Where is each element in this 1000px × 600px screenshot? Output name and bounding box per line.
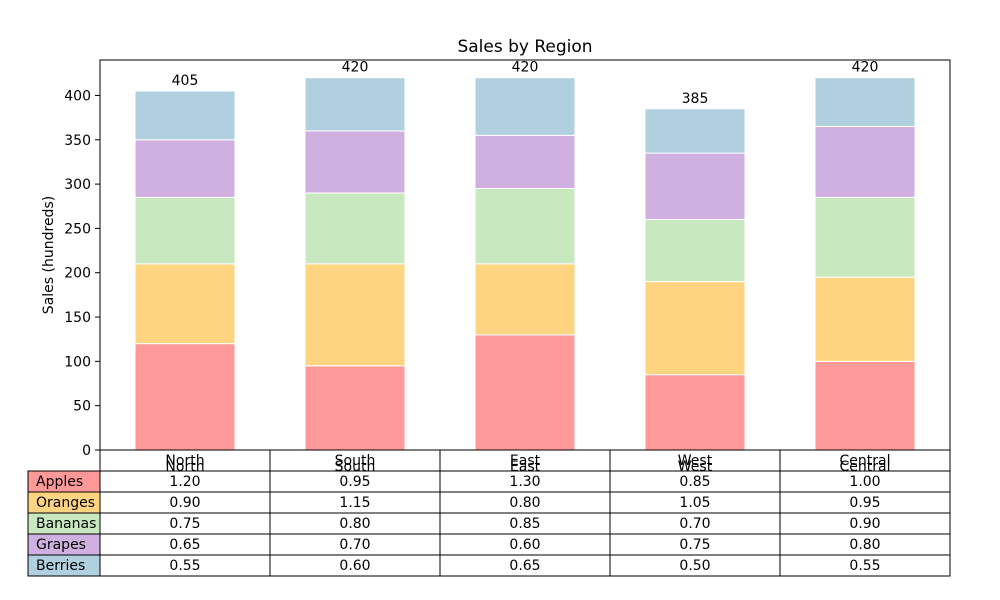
- bar-segment-apples-central: [815, 361, 915, 450]
- total-label-central: 420: [852, 60, 879, 76]
- total-label-east: 420: [512, 60, 539, 76]
- table-cell-value: 0.70: [679, 516, 710, 532]
- bar-segment-berries-north: [135, 91, 235, 140]
- bar-segment-apples-west: [645, 375, 745, 450]
- table-cell-value: 0.80: [509, 495, 540, 511]
- bar-segment-bananas-central: [815, 197, 915, 277]
- table-cell-value: 0.75: [169, 516, 200, 532]
- table-cell-value: 0.65: [509, 558, 540, 574]
- bar-segment-grapes-west: [645, 153, 745, 219]
- bar-segment-bananas-south: [305, 193, 405, 264]
- legend-oranges: Oranges: [36, 495, 95, 511]
- y-tick-label: 400: [64, 88, 91, 104]
- table-column-header-north: North: [165, 459, 204, 475]
- y-tick-label: 0: [82, 443, 91, 459]
- table-cell-value: 0.50: [679, 558, 710, 574]
- y-tick-label: 150: [64, 310, 91, 326]
- bar-segment-oranges-south: [305, 264, 405, 366]
- table-cell-value: 0.55: [849, 558, 880, 574]
- table-cell-value: 1.05: [679, 495, 710, 511]
- table-column-header-south: South: [335, 459, 376, 475]
- table-cell-value: 0.80: [849, 537, 880, 553]
- bar-segment-bananas-east: [475, 189, 575, 264]
- bar-segment-berries-east: [475, 78, 575, 136]
- table-cell-value: 0.90: [169, 495, 200, 511]
- table-column-header-central: Central: [840, 459, 891, 475]
- bar-segment-apples-east: [475, 335, 575, 450]
- bar-segment-oranges-west: [645, 282, 745, 375]
- y-axis: 0 50 100 150 200 250 300 350 400: [64, 88, 100, 459]
- table-cell-value: 0.95: [849, 495, 880, 511]
- table-cell-value: 0.65: [169, 537, 200, 553]
- y-tick-label: 200: [64, 266, 91, 282]
- table-cell-value: 0.75: [679, 537, 710, 553]
- table-cell-value: 0.60: [339, 558, 370, 574]
- legend-bananas: Bananas: [36, 516, 96, 532]
- table-cell-value: 0.95: [339, 474, 370, 490]
- y-tick-label: 250: [64, 221, 91, 237]
- table-column-header-east: East: [510, 459, 541, 475]
- bar-segment-berries-west: [645, 109, 745, 153]
- chart-title: Sales by Region: [457, 37, 592, 57]
- bar-segment-bananas-north: [135, 197, 235, 263]
- bar-segment-oranges-east: [475, 264, 575, 335]
- table-cell-value: 0.90: [849, 516, 880, 532]
- bar-segment-bananas-west: [645, 220, 745, 282]
- bar-segment-berries-central: [815, 78, 915, 127]
- bar-segment-oranges-central: [815, 277, 915, 361]
- table-cell-value: 0.70: [339, 537, 370, 553]
- table-cell-value: 1.00: [849, 474, 880, 490]
- bar-segment-berries-south: [305, 78, 405, 131]
- bar-segment-grapes-north: [135, 140, 235, 198]
- total-label-south: 420: [342, 60, 369, 76]
- table-cell-value: 0.60: [509, 537, 540, 553]
- y-axis-label: Sales (hundreds): [41, 196, 57, 314]
- y-tick-label: 50: [73, 399, 91, 415]
- y-tick-label: 100: [64, 354, 91, 370]
- bar-segment-grapes-central: [815, 126, 915, 197]
- bar-segment-apples-south: [305, 366, 405, 450]
- bar-segment-apples-north: [135, 344, 235, 450]
- total-label-west: 385: [682, 91, 709, 107]
- table-cell-value: 0.85: [509, 516, 540, 532]
- total-label-north: 405: [172, 73, 199, 89]
- legend-grapes: Grapes: [36, 537, 86, 553]
- table-cell-value: 1.15: [339, 495, 370, 511]
- bar-segment-grapes-east: [475, 135, 575, 188]
- bars-layer: [135, 78, 915, 450]
- table-cell-value: 1.30: [509, 474, 540, 490]
- table-cell-value: 1.20: [169, 474, 200, 490]
- y-tick-label: 350: [64, 133, 91, 149]
- table-cell-value: 0.80: [339, 516, 370, 532]
- legend-berries: Berries: [36, 558, 85, 574]
- table-cell-value: 0.85: [679, 474, 710, 490]
- bar-segment-grapes-south: [305, 131, 405, 193]
- bar-segment-oranges-north: [135, 264, 235, 344]
- y-tick-label: 300: [64, 177, 91, 193]
- legend-apples: Apples: [36, 474, 83, 490]
- table-cell-value: 0.55: [169, 558, 200, 574]
- table-column-header-west: West: [678, 459, 713, 475]
